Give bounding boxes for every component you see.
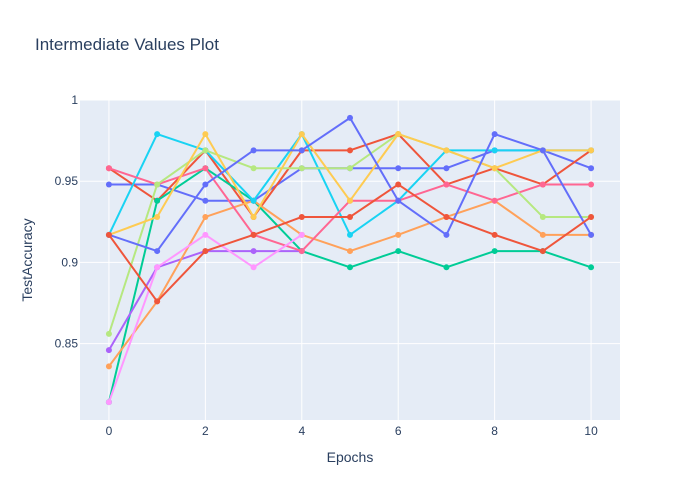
data-point[interactable] <box>539 213 546 220</box>
data-point[interactable] <box>588 264 595 271</box>
x-tick-label: 8 <box>491 424 498 438</box>
data-point[interactable] <box>250 197 257 204</box>
data-point[interactable] <box>105 399 112 406</box>
y-axis-label: TestAccuracy <box>19 218 35 301</box>
data-point[interactable] <box>395 131 402 138</box>
data-point[interactable] <box>347 231 353 238</box>
data-point[interactable] <box>443 147 450 154</box>
data-point[interactable] <box>202 181 209 188</box>
data-point[interactable] <box>154 131 161 138</box>
data-point[interactable] <box>154 181 161 188</box>
data-point[interactable] <box>154 264 161 271</box>
data-point[interactable] <box>539 147 546 154</box>
data-point[interactable] <box>298 213 305 220</box>
data-point[interactable] <box>588 147 595 154</box>
data-point[interactable] <box>105 231 112 238</box>
chart-title: Intermediate Values Plot <box>35 35 219 54</box>
data-point[interactable] <box>491 248 498 255</box>
data-point[interactable] <box>491 131 498 138</box>
data-point[interactable] <box>298 248 305 255</box>
data-point[interactable] <box>347 165 353 172</box>
data-point[interactable] <box>443 231 450 238</box>
data-point[interactable] <box>395 165 402 172</box>
data-point[interactable] <box>395 181 402 188</box>
data-point[interactable] <box>443 213 450 220</box>
data-point[interactable] <box>491 165 498 172</box>
data-point[interactable] <box>154 298 161 305</box>
y-tick-label: 0.9 <box>61 255 78 269</box>
data-point[interactable] <box>154 213 161 220</box>
data-point[interactable] <box>539 231 546 238</box>
data-point[interactable] <box>154 248 161 255</box>
data-point[interactable] <box>491 147 498 154</box>
data-point[interactable] <box>298 231 305 238</box>
data-point[interactable] <box>395 197 402 204</box>
data-point[interactable] <box>202 213 209 220</box>
data-point[interactable] <box>491 197 498 204</box>
data-point[interactable] <box>202 197 209 204</box>
data-point[interactable] <box>443 264 450 271</box>
data-point[interactable] <box>250 264 257 271</box>
y-tick-label: 0.85 <box>55 337 79 351</box>
x-tick-label: 2 <box>202 424 209 438</box>
y-tick-label: 0.95 <box>55 174 79 188</box>
data-point[interactable] <box>443 181 450 188</box>
data-point[interactable] <box>105 347 112 354</box>
data-point[interactable] <box>105 363 112 370</box>
data-point[interactable] <box>395 231 402 238</box>
data-point[interactable] <box>347 114 353 121</box>
data-point[interactable] <box>347 264 353 271</box>
data-point[interactable] <box>202 248 209 255</box>
x-tick-label: 4 <box>298 424 305 438</box>
data-point[interactable] <box>202 165 209 172</box>
x-tick-label: 10 <box>584 424 598 438</box>
data-point[interactable] <box>395 248 402 255</box>
data-point[interactable] <box>539 248 546 255</box>
data-point[interactable] <box>588 213 595 220</box>
data-point[interactable] <box>298 147 305 154</box>
series-group <box>105 114 595 406</box>
data-point[interactable] <box>298 165 305 172</box>
data-point[interactable] <box>588 165 595 172</box>
data-point[interactable] <box>250 147 257 154</box>
tick-labels: 0 2 4 6 8 10 0.85 0.9 0.95 1 <box>55 93 598 438</box>
x-tick-label: 0 <box>106 424 113 438</box>
data-point[interactable] <box>298 131 305 138</box>
x-axis-label: Epochs <box>327 449 374 465</box>
data-point[interactable] <box>347 147 353 154</box>
series-9 <box>105 231 305 406</box>
data-point[interactable] <box>443 165 450 172</box>
data-point[interactable] <box>250 165 257 172</box>
x-tick-label: 6 <box>395 424 402 438</box>
data-point[interactable] <box>202 131 209 138</box>
data-point[interactable] <box>250 231 257 238</box>
data-point[interactable] <box>202 147 209 154</box>
data-point[interactable] <box>105 181 112 188</box>
data-point[interactable] <box>539 181 546 188</box>
data-point[interactable] <box>250 213 257 220</box>
data-point[interactable] <box>154 197 161 204</box>
data-point[interactable] <box>202 231 209 238</box>
data-point[interactable] <box>588 231 595 238</box>
data-point[interactable] <box>491 231 498 238</box>
data-point[interactable] <box>347 197 353 204</box>
data-point[interactable] <box>347 213 353 220</box>
y-tick-label: 1 <box>71 93 78 107</box>
data-point[interactable] <box>105 165 112 172</box>
data-point[interactable] <box>105 330 112 337</box>
data-point[interactable] <box>588 181 595 188</box>
series-12 <box>105 181 595 305</box>
data-point[interactable] <box>250 248 257 255</box>
data-point[interactable] <box>347 248 353 255</box>
